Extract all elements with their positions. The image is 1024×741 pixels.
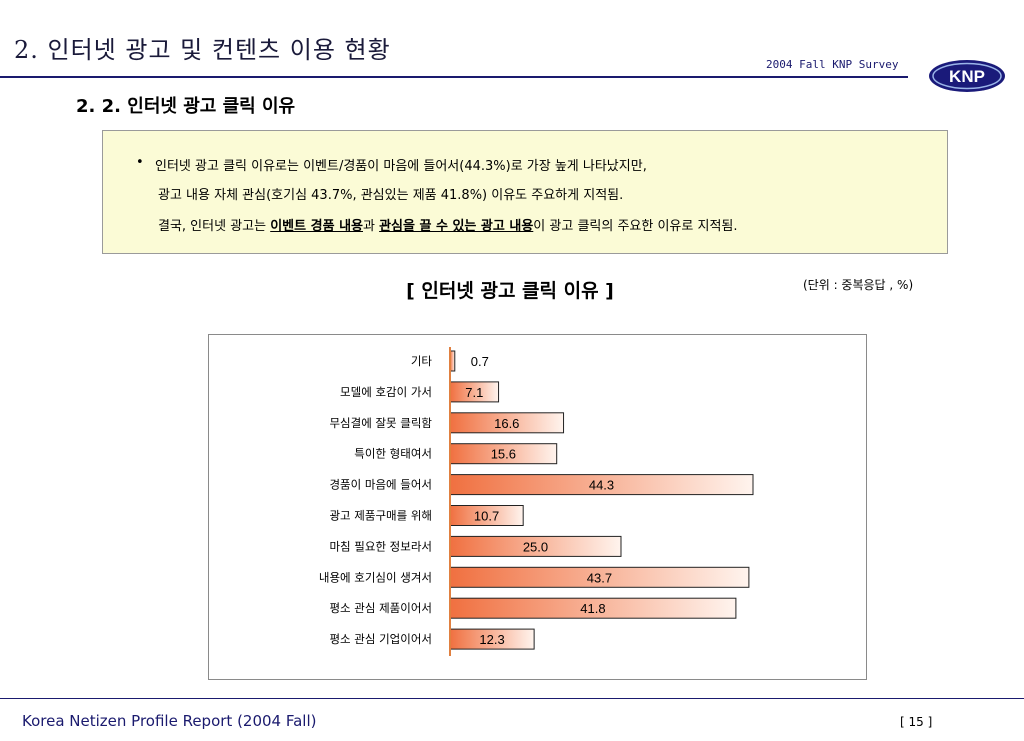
value-label: 43.7: [587, 570, 612, 585]
value-label: 16.6: [494, 416, 519, 431]
survey-label: 2004 Fall KNP Survey: [766, 58, 899, 71]
category-label: 무심결에 잘못 클릭함: [329, 416, 432, 430]
summary-emphasis-event: 이벤트 경품 내용: [270, 219, 363, 234]
value-label: 7.1: [465, 385, 483, 400]
value-label: 41.8: [580, 601, 605, 616]
summary-line-1: 인터넷 광고 클릭 이유로는 이벤트/경품이 마음에 들어서(44.3%)로 가…: [155, 159, 647, 174]
footer-report-title: Korea Netizen Profile Report (2004 Fall): [22, 712, 317, 730]
category-label: 특이한 형태여서: [354, 447, 432, 461]
value-label: 0.7: [471, 354, 489, 369]
page-number: [ 15 ]: [900, 715, 933, 729]
category-label: 경품이 마음에 들어서: [329, 478, 432, 492]
value-label: 10.7: [474, 509, 499, 524]
title-divider: [0, 76, 908, 78]
value-label: 25.0: [523, 539, 548, 554]
value-label: 15.6: [491, 447, 516, 462]
logo-text: KNP: [949, 67, 985, 86]
bullet-icon: •: [136, 155, 144, 170]
bar-chart: 기타 0.7 모델에 호감이 가서 7.1 무심결에 잘못 클릭함 16.6 특이한 형태여…: [319, 347, 754, 656]
summary-line-3: 결국, 인터넷 광고는 이벤트 경품 내용과 관심을 끌 수 있는 광고 내용이…: [158, 215, 738, 234]
page-title: 2. 인터넷 광고 및 컨텐츠 이용 현황: [14, 36, 391, 64]
unit-note: (단위 : 중복응답 , %): [803, 278, 914, 292]
chart-title: [ 인터넷 광고 클릭 이유 ]: [406, 280, 614, 302]
category-label: 마침 필요한 정보라서: [329, 539, 432, 553]
category-label: 광고 제품구매를 위해: [329, 509, 432, 523]
summary-emphasis-content: 관심을 끌 수 있는 광고 내용: [379, 219, 534, 234]
category-label: 모델에 호감이 가서: [340, 385, 432, 399]
value-label: 44.3: [589, 478, 614, 493]
summary-line-3-suffix: 이 광고 클릭의 주요한 이유로 지적됨.: [533, 219, 738, 234]
summary-line-3-mid: 과: [363, 219, 380, 234]
chart-frame: 기타 0.7 모델에 호감이 가서 7.1 무심결에 잘못 클릭함 16.6 특이한 형태여…: [208, 334, 867, 680]
summary-line-3-prefix: 결국, 인터넷 광고는: [158, 219, 271, 234]
value-label: 12.3: [479, 632, 504, 647]
category-label: 기타: [411, 354, 433, 368]
footer-divider: [0, 698, 1024, 699]
category-label: 평소 관심 제품이어서: [329, 601, 432, 615]
category-label: 평소 관심 기업이어서: [329, 632, 432, 646]
section-title: 2. 2. 인터넷 광고 클릭 이유: [76, 96, 296, 117]
category-label: 내용에 호기심이 생겨서: [319, 570, 432, 584]
knp-logo: KNP: [929, 60, 1005, 92]
summary-line-2: 광고 내용 자체 관심(호기심 43.7%, 관심있는 제품 41.8%) 이유…: [158, 188, 624, 203]
summary-box: • 인터넷 광고 클릭 이유로는 이벤트/경품이 마음에 들어서(44.3%)로…: [102, 130, 948, 254]
